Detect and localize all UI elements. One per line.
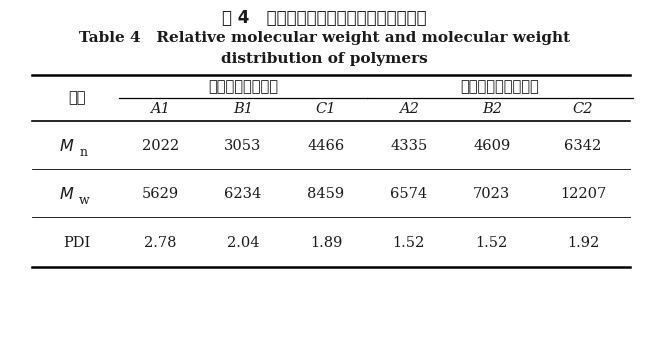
Text: w: w xyxy=(79,194,90,207)
Text: 2.04: 2.04 xyxy=(227,236,259,250)
Text: 2.78: 2.78 xyxy=(144,236,177,250)
Text: 5629: 5629 xyxy=(141,187,178,201)
Text: 1.92: 1.92 xyxy=(567,236,599,250)
Text: 6342: 6342 xyxy=(565,139,602,153)
Text: 3053: 3053 xyxy=(225,139,262,153)
Text: 1.52: 1.52 xyxy=(393,236,425,250)
Text: $\mathit{M}$: $\mathit{M}$ xyxy=(58,186,74,202)
Text: 4466: 4466 xyxy=(308,139,345,153)
Text: 1.89: 1.89 xyxy=(310,236,342,250)
Text: 丙烯酸树脂中间体: 丙烯酸树脂中间体 xyxy=(208,79,278,94)
Text: 6234: 6234 xyxy=(225,187,262,201)
Text: 丙烯酸改性羟基聚酯: 丙烯酸改性羟基聚酯 xyxy=(461,79,539,94)
Text: 6574: 6574 xyxy=(390,187,428,201)
Text: 12207: 12207 xyxy=(560,187,606,201)
Text: C2: C2 xyxy=(573,103,593,116)
Text: n: n xyxy=(79,146,87,159)
Text: 4609: 4609 xyxy=(473,139,510,153)
Text: B2: B2 xyxy=(482,103,502,116)
Text: A1: A1 xyxy=(150,103,170,116)
Text: distribution of polymers: distribution of polymers xyxy=(221,52,428,66)
Text: 1.52: 1.52 xyxy=(476,236,508,250)
Text: 2022: 2022 xyxy=(141,139,178,153)
Text: 7023: 7023 xyxy=(473,187,510,201)
Text: PDI: PDI xyxy=(64,236,91,250)
Text: C1: C1 xyxy=(315,103,336,116)
Text: Table 4   Relative molecular weight and molecular weight: Table 4 Relative molecular weight and mo… xyxy=(79,31,570,45)
Text: 项目: 项目 xyxy=(68,90,86,105)
Text: B1: B1 xyxy=(233,103,253,116)
Text: A2: A2 xyxy=(399,103,419,116)
Text: 4335: 4335 xyxy=(390,139,428,153)
Text: 8459: 8459 xyxy=(308,187,345,201)
Text: $\mathit{M}$: $\mathit{M}$ xyxy=(58,138,74,154)
Text: 表 4   树脂相对分子质量和分子量分布数据: 表 4 树脂相对分子质量和分子量分布数据 xyxy=(222,9,427,27)
